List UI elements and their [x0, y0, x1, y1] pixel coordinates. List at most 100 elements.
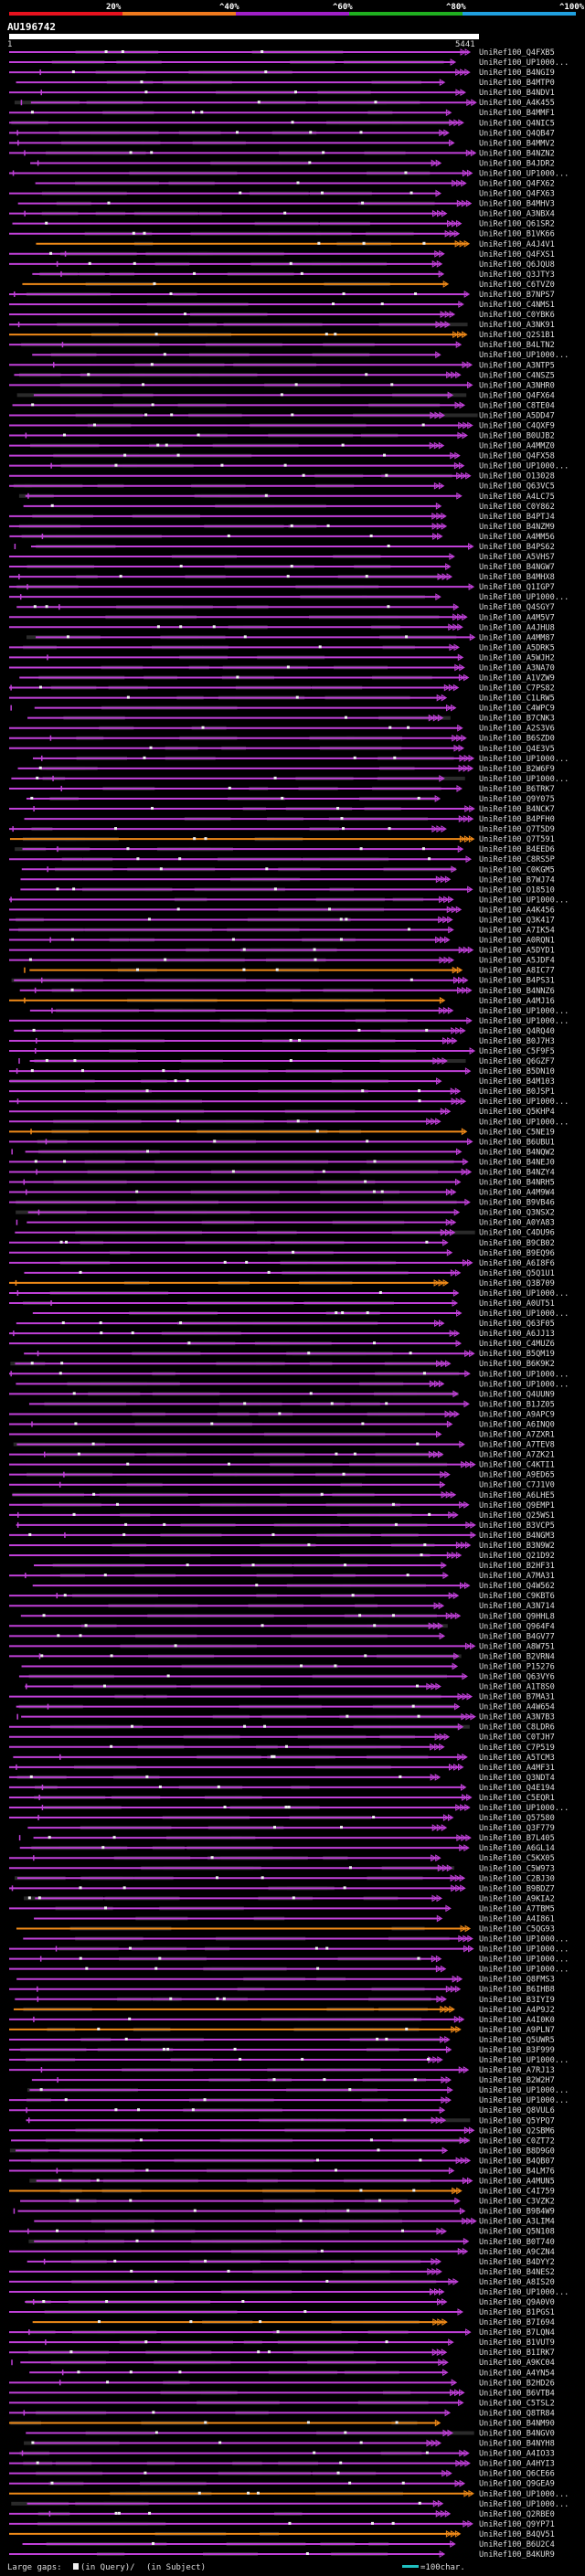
hit-label[interactable]: UniRef100_Q2SBM6	[479, 2126, 555, 2136]
hit-label[interactable]: UniRef100_A1VZW9	[479, 674, 555, 684]
hit-label[interactable]: UniRef100_B4QV51	[479, 2530, 555, 2539]
hit-label[interactable]: UniRef100_B3F999	[479, 2046, 555, 2055]
hit-label[interactable]: UniRef100_A3NHR0	[479, 381, 555, 390]
hit-label[interactable]: UniRef100_Q25WS1	[479, 1511, 555, 1521]
hit-label[interactable]: UniRef100_B4NGM3	[479, 1532, 555, 1541]
hit-label[interactable]: UniRef100_UP1000...	[479, 1370, 569, 1379]
hit-label[interactable]: UniRef100_Q3NSX2	[479, 1209, 555, 1218]
hit-label[interactable]: UniRef100_A4M9W4	[479, 1189, 555, 1198]
hit-label[interactable]: UniRef100_Q4FX62	[479, 180, 555, 189]
hit-label[interactable]: UniRef100_A2S3V6	[479, 725, 555, 734]
hit-label[interactable]: UniRef100_UP1000...	[479, 351, 569, 360]
hit-label[interactable]: UniRef100_C2BJ30	[479, 1874, 555, 1883]
hit-label[interactable]: UniRef100_B2W2H7	[479, 2076, 555, 2085]
hit-label[interactable]: UniRef100_B4PTJ4	[479, 513, 555, 522]
hit-label[interactable]: UniRef100_UP1000...	[479, 2288, 569, 2297]
hit-label[interactable]: UniRef100_C4DU96	[479, 1229, 555, 1238]
hit-label[interactable]: UniRef100_B2HD26	[479, 2379, 555, 2388]
hit-label[interactable]: UniRef100_A6GL14	[479, 1844, 555, 1853]
hit-label[interactable]: UniRef100_B6U2C4	[479, 2540, 555, 2549]
hit-label[interactable]: UniRef100_B9B4W9	[479, 2208, 555, 2217]
hit-label[interactable]: UniRef100_Q5YPQ7	[479, 2116, 555, 2125]
hit-label[interactable]: UniRef100_B4PS31	[479, 977, 555, 986]
hit-label[interactable]: UniRef100_A4I861	[479, 1914, 555, 1924]
hit-label[interactable]: UniRef100_Q964F4	[479, 1622, 555, 1631]
hit-label[interactable]: UniRef100_B6VTB4	[479, 2389, 555, 2398]
hit-label[interactable]: UniRef100_UP1000...	[479, 2096, 569, 2105]
hit-label[interactable]: UniRef100_B4MMV2	[479, 139, 555, 148]
hit-label[interactable]: UniRef100_Q9A0V0	[479, 2298, 555, 2307]
hit-label[interactable]: UniRef100_UP1000...	[479, 755, 569, 764]
hit-label[interactable]: UniRef100_A7TEV8	[479, 1441, 555, 1450]
hit-label[interactable]: UniRef100_UP1000...	[479, 1966, 569, 1975]
hit-label[interactable]: UniRef100_A3N714	[479, 1602, 555, 1611]
hit-label[interactable]: UniRef100_A4HYI3	[479, 2460, 555, 2469]
hit-label[interactable]: UniRef100_C0Y862	[479, 503, 555, 512]
hit-label[interactable]: UniRef100_Q5UWR5	[479, 2036, 555, 2045]
hit-label[interactable]: UniRef100_B4NEJ0	[479, 1158, 555, 1167]
hit-label[interactable]: UniRef100_C8RS5P	[479, 855, 555, 864]
hit-label[interactable]: UniRef100_C7P519	[479, 1744, 555, 1753]
hit-label[interactable]: UniRef100_B3IYI9	[479, 1996, 555, 2005]
hit-label[interactable]: UniRef100_B4NNZ6	[479, 987, 555, 996]
hit-label[interactable]: UniRef100_Q7T591	[479, 835, 555, 844]
hit-label[interactable]: UniRef100_A5VHS7	[479, 553, 555, 562]
hit-label[interactable]: UniRef100_Q6GZF7	[479, 1057, 555, 1066]
hit-label[interactable]: UniRef100_B3VCP5	[479, 1521, 555, 1531]
hit-label[interactable]: UniRef100_UP1000...	[479, 1309, 569, 1319]
hit-label[interactable]: UniRef100_A4MM87	[479, 633, 555, 642]
hit-label[interactable]: UniRef100_B4MHX8	[479, 573, 555, 582]
hit-label[interactable]: UniRef100_Q4FX63	[479, 190, 555, 199]
hit-label[interactable]: UniRef100_B0J7H3	[479, 1037, 555, 1046]
hit-label[interactable]: UniRef100_B4NGW7	[479, 563, 555, 572]
hit-label[interactable]: UniRef100_A4I0K0	[479, 2016, 555, 2025]
hit-label[interactable]: UniRef100_C7PS82	[479, 684, 555, 694]
hit-label[interactable]: UniRef100_UP1000...	[479, 58, 569, 68]
hit-label[interactable]: UniRef100_B4PFH0	[479, 815, 555, 824]
hit-label[interactable]: UniRef100_A6INQ0	[479, 1420, 555, 1429]
hit-label[interactable]: UniRef100_A6I8F6	[479, 1259, 555, 1268]
hit-label[interactable]: UniRef100_A9ED65	[479, 1471, 555, 1480]
hit-label[interactable]: UniRef100_B8D9G0	[479, 2147, 555, 2156]
hit-label[interactable]: UniRef100_B4KUR9	[479, 2550, 555, 2560]
hit-label[interactable]: UniRef100_B4PS62	[479, 543, 555, 552]
hit-label[interactable]: UniRef100_UP1000...	[479, 2500, 569, 2509]
hit-label[interactable]: UniRef100_Q4W562	[479, 1582, 555, 1591]
hit-label[interactable]: UniRef100_B7NPS7	[479, 291, 555, 300]
hit-label[interactable]: UniRef100_UP1000...	[479, 1289, 569, 1299]
hit-label[interactable]: UniRef100_C7J1V0	[479, 1481, 555, 1490]
hit-label[interactable]: UniRef100_B4NES2	[479, 2268, 555, 2277]
hit-label[interactable]: UniRef100_B4NQW2	[479, 1148, 555, 1157]
hit-label[interactable]: UniRef100_B7CNK3	[479, 715, 555, 724]
hit-label[interactable]: UniRef100_C4QXF9	[479, 421, 555, 430]
hit-label[interactable]: UniRef100_Q4FXS1	[479, 250, 555, 260]
hit-label[interactable]: UniRef100_B7MA31	[479, 1693, 555, 1702]
hit-label[interactable]: UniRef100_Q63VC5	[479, 482, 555, 492]
hit-label[interactable]: UniRef100_UP1000...	[479, 1956, 569, 1965]
hit-label[interactable]: UniRef100_Q5N108	[479, 2228, 555, 2237]
hit-label[interactable]: UniRef100_A4P9J2	[479, 2006, 555, 2015]
hit-label[interactable]: UniRef100_A3N7B3	[479, 1713, 555, 1723]
hit-label[interactable]: UniRef100_UP1000...	[479, 169, 569, 178]
hit-label[interactable]: UniRef100_Q1IGP7	[479, 583, 555, 592]
hit-label[interactable]: UniRef100_Q63VY6	[479, 1672, 555, 1681]
hit-label[interactable]: UniRef100_C4I759	[479, 2188, 555, 2197]
hit-label[interactable]: UniRef100_B1JZ05	[479, 1400, 555, 1409]
hit-label[interactable]: UniRef100_A4JHU8	[479, 623, 555, 632]
hit-label[interactable]: UniRef100_B4MMF1	[479, 109, 555, 118]
hit-label[interactable]: UniRef100_C4MUZ6	[479, 1340, 555, 1349]
hit-label[interactable]: UniRef100_UP1000...	[479, 593, 569, 602]
hit-label[interactable]: UniRef100_C3VZK2	[479, 2198, 555, 2207]
hit-label[interactable]: UniRef100_B4MTP0	[479, 79, 555, 88]
hit-label[interactable]: UniRef100_B4EED6	[479, 845, 555, 854]
hit-label[interactable]: UniRef100_UP1000...	[479, 1935, 569, 1945]
hit-label[interactable]: UniRef100_UP1000...	[479, 1804, 569, 1813]
hit-label[interactable]: UniRef100_C6TVZ0	[479, 281, 555, 290]
hit-label[interactable]: UniRef100_Q9EMP1	[479, 1501, 555, 1511]
hit-label[interactable]: UniRef100_A5DYD1	[479, 947, 555, 956]
hit-label[interactable]: UniRef100_B3N9W2	[479, 1542, 555, 1551]
hit-label[interactable]: UniRef100_UP1000...	[479, 1017, 569, 1026]
hit-label[interactable]: UniRef100_C1LRW5	[479, 694, 555, 704]
hit-label[interactable]: UniRef100_A4K455	[479, 99, 555, 108]
hit-label[interactable]: UniRef100_A0YA83	[479, 1219, 555, 1228]
